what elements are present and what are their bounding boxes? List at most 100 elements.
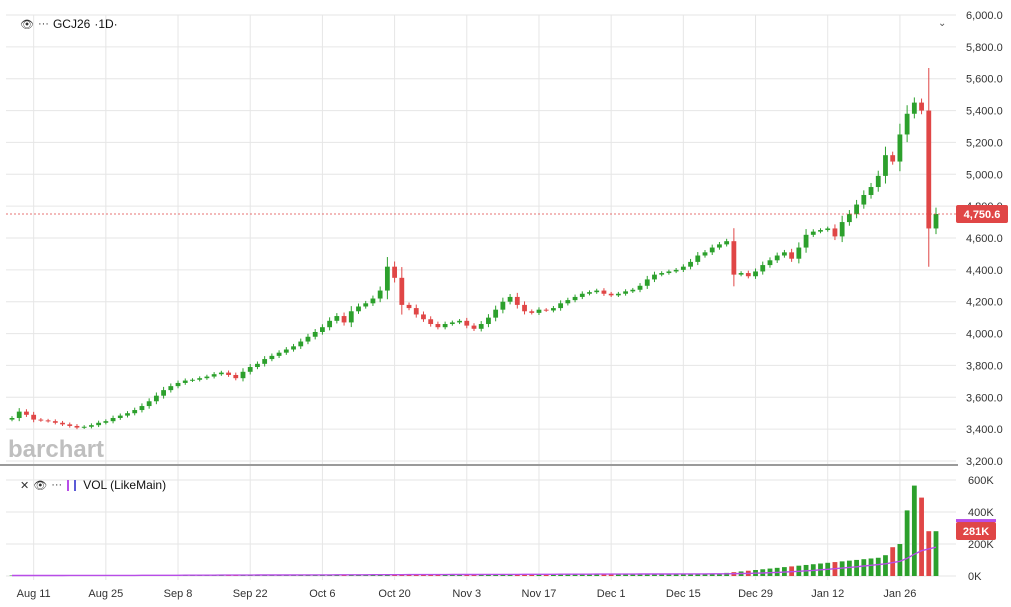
volume-bar[interactable] bbox=[919, 497, 924, 576]
volume-bar[interactable] bbox=[493, 574, 499, 576]
candle[interactable] bbox=[673, 268, 679, 274]
candle[interactable] bbox=[652, 271, 657, 283]
candle[interactable] bbox=[327, 317, 333, 331]
candle[interactable] bbox=[197, 376, 203, 382]
candle[interactable] bbox=[897, 123, 903, 172]
candle[interactable] bbox=[630, 287, 636, 294]
candle[interactable] bbox=[38, 418, 44, 422]
candle[interactable] bbox=[283, 347, 289, 355]
volume-bar[interactable] bbox=[904, 510, 910, 576]
candle[interactable] bbox=[782, 249, 787, 258]
volume-bar[interactable] bbox=[543, 574, 549, 576]
candle[interactable] bbox=[247, 364, 253, 375]
candle[interactable] bbox=[911, 97, 917, 119]
volume-bar[interactable] bbox=[500, 574, 506, 576]
eye-icon[interactable]: 👁 bbox=[20, 18, 34, 31]
candle[interactable] bbox=[803, 229, 809, 253]
chevron-down-icon[interactable]: ⌄ bbox=[938, 18, 947, 29]
candle[interactable] bbox=[406, 302, 412, 311]
candle[interactable] bbox=[175, 380, 181, 389]
volume-bar[interactable] bbox=[846, 560, 852, 576]
candle[interactable] bbox=[16, 408, 22, 422]
volume-bar[interactable] bbox=[688, 573, 693, 576]
candle[interactable] bbox=[204, 374, 210, 380]
candle[interactable] bbox=[486, 314, 491, 328]
candle[interactable] bbox=[52, 419, 58, 425]
candle[interactable] bbox=[60, 420, 65, 427]
candle[interactable] bbox=[543, 308, 549, 312]
candle[interactable] bbox=[276, 350, 282, 359]
candle[interactable] bbox=[868, 182, 874, 199]
candle[interactable] bbox=[522, 301, 527, 315]
volume-bar[interactable] bbox=[565, 574, 571, 576]
candle[interactable] bbox=[320, 324, 325, 335]
candle[interactable] bbox=[579, 291, 585, 300]
candle[interactable] bbox=[428, 316, 434, 327]
volume-bar[interactable] bbox=[551, 574, 556, 576]
candle[interactable] bbox=[745, 270, 751, 279]
candle[interactable] bbox=[117, 413, 123, 420]
candle[interactable] bbox=[449, 320, 455, 326]
candle[interactable] bbox=[110, 415, 116, 424]
volume-bar[interactable] bbox=[486, 574, 491, 576]
candle[interactable] bbox=[904, 105, 910, 143]
candle[interactable] bbox=[680, 264, 686, 273]
candle[interactable] bbox=[9, 416, 15, 422]
candle[interactable] bbox=[146, 398, 152, 409]
candle[interactable] bbox=[615, 291, 621, 297]
candle[interactable] bbox=[883, 146, 888, 184]
volume-bar[interactable] bbox=[594, 573, 600, 576]
close-icon[interactable]: ✕ bbox=[20, 479, 30, 492]
candle[interactable] bbox=[717, 241, 722, 250]
candle[interactable] bbox=[291, 343, 296, 352]
candle[interactable] bbox=[753, 268, 758, 279]
candle[interactable] bbox=[384, 257, 390, 300]
candle[interactable] bbox=[341, 312, 347, 326]
candle[interactable] bbox=[767, 257, 773, 268]
candle[interactable] bbox=[370, 295, 376, 306]
volume-bar[interactable] bbox=[572, 574, 578, 576]
volume-bar[interactable] bbox=[666, 573, 672, 576]
candle[interactable] bbox=[933, 207, 939, 235]
volume-bar[interactable] bbox=[536, 574, 542, 576]
candle[interactable] bbox=[103, 419, 109, 425]
candle[interactable] bbox=[500, 297, 506, 314]
ellipsis-icon[interactable]: ··· bbox=[51, 479, 63, 491]
candle[interactable] bbox=[125, 411, 130, 418]
candle[interactable] bbox=[132, 407, 138, 416]
candle[interactable] bbox=[81, 425, 87, 429]
ellipsis-icon[interactable]: ··· bbox=[37, 18, 49, 30]
volume-bar[interactable] bbox=[897, 544, 903, 576]
candle[interactable] bbox=[724, 238, 730, 247]
volume-bar[interactable] bbox=[673, 573, 679, 576]
candle[interactable] bbox=[24, 409, 29, 417]
candle[interactable] bbox=[810, 229, 816, 237]
candle[interactable] bbox=[356, 303, 361, 314]
candle[interactable] bbox=[435, 321, 441, 330]
candle[interactable] bbox=[760, 261, 766, 275]
candle[interactable] bbox=[846, 210, 852, 226]
candle[interactable] bbox=[666, 269, 672, 275]
interval-label[interactable]: ·1D· bbox=[94, 17, 118, 31]
candle[interactable] bbox=[305, 333, 311, 345]
candle[interactable] bbox=[153, 392, 159, 405]
candle[interactable] bbox=[919, 98, 924, 115]
volume-bar[interactable] bbox=[659, 573, 665, 576]
candle[interactable] bbox=[190, 378, 195, 382]
candle[interactable] bbox=[262, 356, 268, 367]
candle[interactable] bbox=[399, 267, 405, 315]
candle[interactable] bbox=[478, 321, 484, 332]
candle[interactable] bbox=[731, 228, 737, 287]
candle[interactable] bbox=[587, 290, 592, 296]
volume-bar[interactable] bbox=[695, 573, 701, 576]
volume-bar[interactable] bbox=[709, 573, 715, 576]
candle[interactable] bbox=[392, 261, 397, 283]
candle[interactable] bbox=[226, 370, 231, 377]
candle[interactable] bbox=[96, 420, 102, 428]
volume-bar[interactable] bbox=[933, 531, 939, 576]
candle[interactable] bbox=[233, 372, 239, 381]
volume-bar[interactable] bbox=[926, 531, 932, 576]
candle[interactable] bbox=[551, 305, 556, 313]
eye-icon[interactable]: 👁 bbox=[33, 479, 48, 492]
